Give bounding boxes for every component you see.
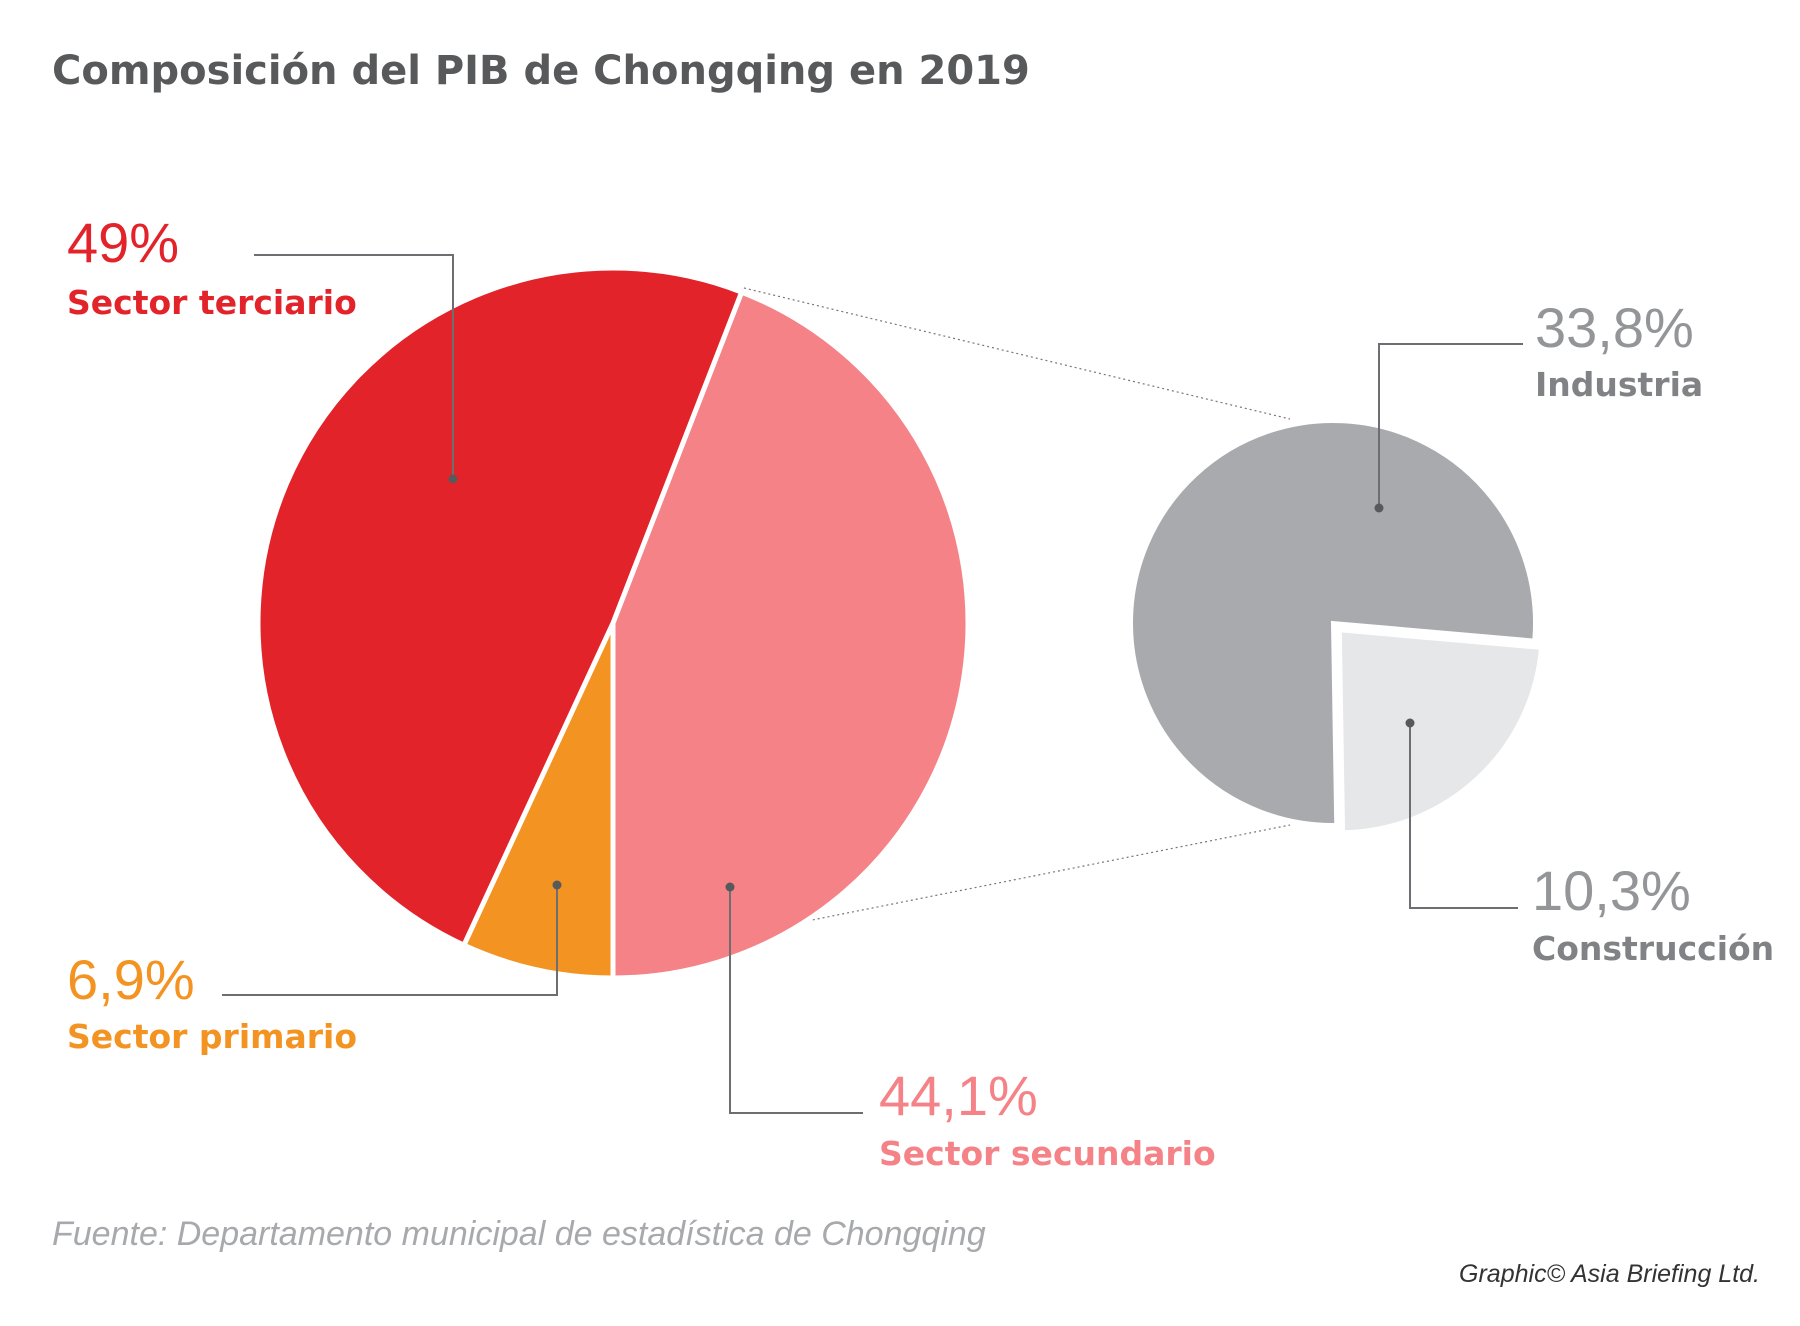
pie-slice [1129,419,1537,827]
category-label: Sector secundario [879,1134,1216,1173]
source: Fuente: Departamento municipal de estadí… [52,1215,986,1253]
pie-slice [460,621,616,981]
category-label: Construcción [1532,929,1774,968]
pie-slice [1337,628,1544,835]
chart-title: Composición del PIB de Chongqing en 2019 [52,48,1030,94]
leader-line [1409,723,1518,909]
value-label: 6,9% [67,948,195,1011]
leader-line [222,885,558,996]
category-label: Sector terciario [67,283,357,322]
leader-dot [1405,718,1415,728]
leader-line [254,254,454,479]
leader-line [729,887,863,1114]
value-label: 49% [67,211,179,274]
leader-dot [725,882,735,892]
category-label: Sector primario [67,1017,357,1056]
value-label: 10,3% [1532,859,1691,922]
value-label: 33,8% [1535,296,1694,359]
leader-line [1378,343,1523,508]
connector [743,287,1291,420]
value-label: 44,1% [879,1064,1038,1127]
leader-dot [448,474,458,484]
leader-dot [1374,503,1384,513]
credit: Graphic© Asia Briefing Ltd. [1459,1260,1760,1288]
pie-slice [610,288,971,981]
leader-dot [552,880,562,890]
category-label: Industria [1535,365,1703,404]
pie-slice [255,265,745,949]
